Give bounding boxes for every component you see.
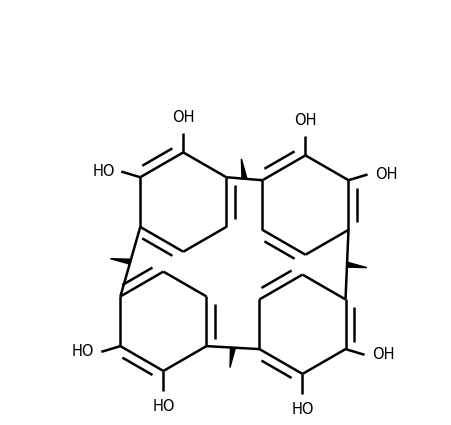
Polygon shape — [110, 259, 130, 264]
Text: HO: HO — [71, 344, 93, 359]
Polygon shape — [346, 262, 366, 268]
Text: HO: HO — [152, 399, 174, 414]
Text: HO: HO — [290, 402, 313, 417]
Text: OH: OH — [374, 167, 397, 182]
Polygon shape — [230, 347, 235, 368]
Text: OH: OH — [172, 110, 194, 125]
Text: OH: OH — [371, 347, 394, 362]
Polygon shape — [241, 159, 246, 179]
Text: OH: OH — [294, 113, 316, 127]
Text: HO: HO — [93, 164, 115, 179]
